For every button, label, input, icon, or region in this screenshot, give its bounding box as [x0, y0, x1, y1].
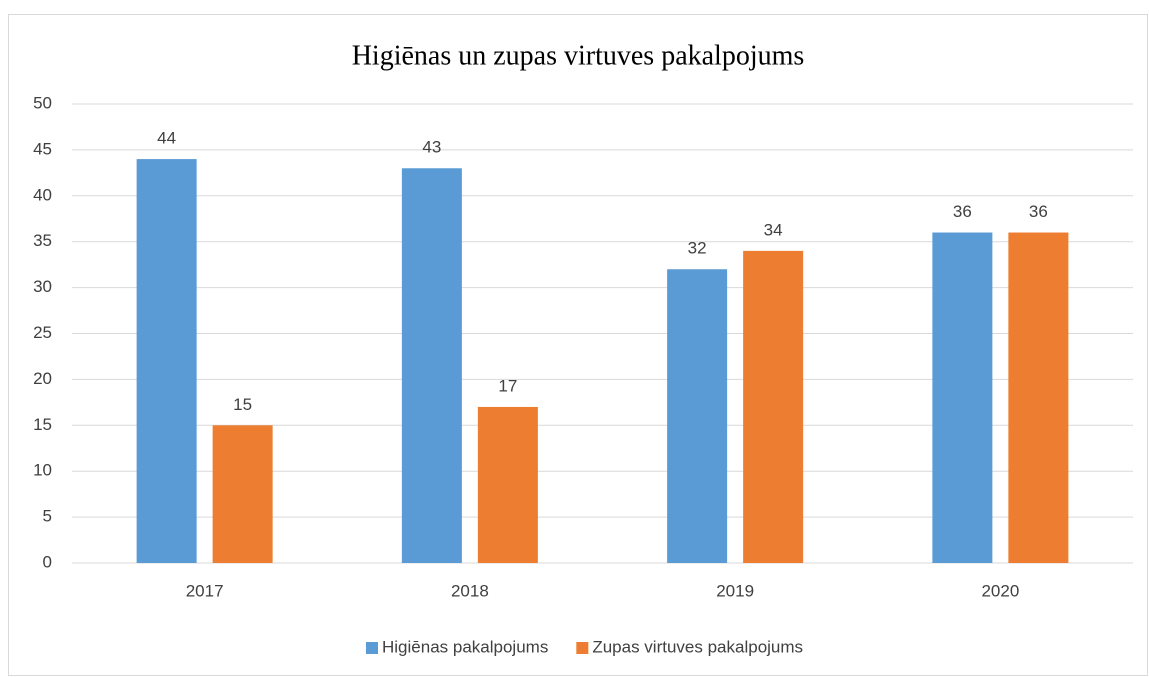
bar: [212, 425, 273, 563]
x-tick-label: 2018: [451, 581, 489, 600]
bar: [1008, 232, 1069, 563]
data-label: 36: [953, 202, 972, 221]
bar: [136, 159, 197, 563]
bar: [667, 269, 728, 563]
y-tick-label: 35: [33, 231, 52, 250]
bar: [477, 406, 538, 563]
y-tick-label: 5: [43, 507, 52, 526]
bar: [401, 168, 462, 563]
y-tick-label: 20: [33, 369, 52, 388]
chart-title: Higiēnas un zupas virtuves pakalpojums: [352, 40, 805, 71]
x-tick-label: 2020: [981, 581, 1019, 600]
data-label: 17: [498, 376, 517, 395]
legend-label: Higiēnas pakalpojums: [382, 637, 548, 656]
data-label: 15: [233, 395, 252, 414]
legend-swatch: [576, 642, 589, 654]
data-label: 32: [688, 239, 707, 258]
y-tick-label: 45: [33, 139, 52, 158]
y-tick-label: 30: [33, 277, 52, 296]
y-tick-label: 40: [33, 185, 52, 204]
y-tick-label: 50: [33, 93, 52, 112]
data-label: 43: [422, 138, 441, 157]
x-tick-label: 2017: [186, 581, 224, 600]
data-label: 36: [1029, 202, 1048, 221]
data-label: 34: [764, 220, 783, 239]
y-tick-label: 0: [43, 552, 52, 571]
y-tick-label: 25: [33, 323, 52, 342]
legend-swatch: [366, 642, 378, 654]
legend-label: Zupas virtuves pakalpojums: [592, 637, 803, 656]
data-label: 44: [157, 129, 176, 148]
x-tick-label: 2019: [716, 581, 754, 600]
y-tick-label: 10: [33, 461, 52, 480]
y-tick-label: 15: [33, 415, 52, 434]
bar: [743, 250, 804, 563]
bar: [932, 232, 993, 563]
